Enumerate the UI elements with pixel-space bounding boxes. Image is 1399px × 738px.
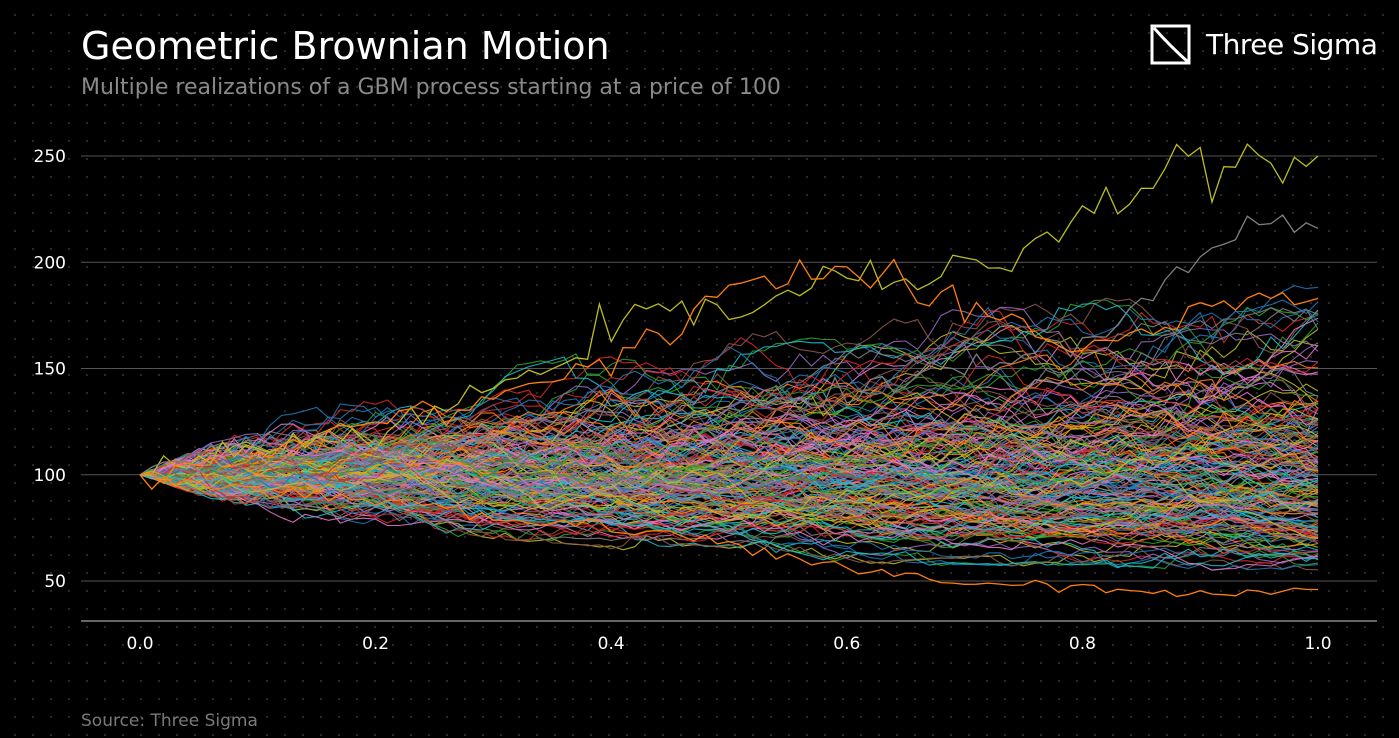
- gbm-path-183: [139, 432, 1319, 505]
- gbm-path-190: [139, 474, 1319, 540]
- gbm-path-198: [139, 307, 1319, 483]
- gbm-path-126: [139, 411, 1319, 477]
- brand-logo: Three Sigma: [1150, 24, 1380, 66]
- three-sigma-logo-icon: [1150, 24, 1191, 65]
- gbm-path-179: [139, 462, 1319, 514]
- gbm-path-185: [139, 457, 1319, 518]
- brand-name: Three Sigma: [1206, 28, 1378, 61]
- gbm-path-200: [139, 474, 1319, 569]
- gbm-path-131: [139, 421, 1319, 484]
- gbm-path-173: [139, 466, 1319, 522]
- x-tick-label-1.0: 1.0: [1304, 634, 1331, 654]
- source-note: Source: Three Sigma: [81, 711, 258, 731]
- gbm-path-90: [139, 392, 1319, 481]
- highlighted-path-4: [139, 474, 1319, 598]
- gbm-path-139: [139, 439, 1319, 518]
- gbm-path-152: [139, 392, 1319, 480]
- x-tick-label-0.0: 0.0: [126, 634, 153, 654]
- highlighted-path-2: [139, 214, 1319, 476]
- gbm-path-194: [139, 447, 1319, 531]
- highlighted-path-1: [139, 143, 1319, 476]
- highlighted-path-3: [139, 258, 1319, 485]
- y-tick-label-50: 50: [44, 572, 66, 592]
- x-tick-label-0.6: 0.6: [833, 634, 860, 654]
- gbm-path-186: [139, 320, 1319, 481]
- gbm-path-166: [139, 370, 1319, 477]
- page-subtitle: Multiple realizations of a GBM process s…: [81, 75, 781, 100]
- gbm-path-176: [139, 466, 1319, 534]
- gbm-path-157: [139, 344, 1319, 491]
- gbm-path-191: [139, 421, 1319, 504]
- y-tick-label-150: 150: [34, 360, 66, 380]
- gbm-path-178: [139, 463, 1319, 523]
- gbm-path-189: [139, 435, 1319, 540]
- gbm-path-27: [139, 324, 1319, 482]
- gbm-path-161: [139, 473, 1319, 560]
- gbm-paths: [139, 285, 1319, 571]
- gbm-path-197: [139, 403, 1319, 493]
- gbm-path-193: [139, 432, 1319, 498]
- x-tick-label-0.8: 0.8: [1069, 634, 1096, 654]
- y-tick-label-200: 200: [34, 253, 66, 273]
- y-tick-label-100: 100: [34, 466, 66, 486]
- gbm-path-97: [139, 448, 1319, 512]
- gbm-path-195: [139, 407, 1319, 476]
- gbm-path-160: [139, 442, 1319, 516]
- gbm-path-184: [139, 322, 1319, 480]
- x-axis-ticks: 0.0 0.2 0.4 0.6 0.8 1.0: [126, 634, 1331, 654]
- gbm-path-177: [139, 467, 1319, 535]
- y-axis-ticks: 50 100 150 200 250: [34, 147, 66, 592]
- x-tick-label-0.4: 0.4: [598, 634, 625, 654]
- gbm-path-170: [139, 302, 1319, 495]
- gbm-path-196: [139, 464, 1319, 567]
- gbm-path-167: [139, 464, 1319, 546]
- page-title: Geometric Brownian Motion: [81, 24, 610, 68]
- gbm-path-199: [139, 441, 1319, 527]
- gbm-path-14: [139, 309, 1319, 476]
- y-tick-label-250: 250: [34, 147, 66, 167]
- gbm-path-149: [139, 399, 1319, 493]
- x-tick-label-0.2: 0.2: [362, 634, 389, 654]
- highlighted-paths: [139, 143, 1319, 598]
